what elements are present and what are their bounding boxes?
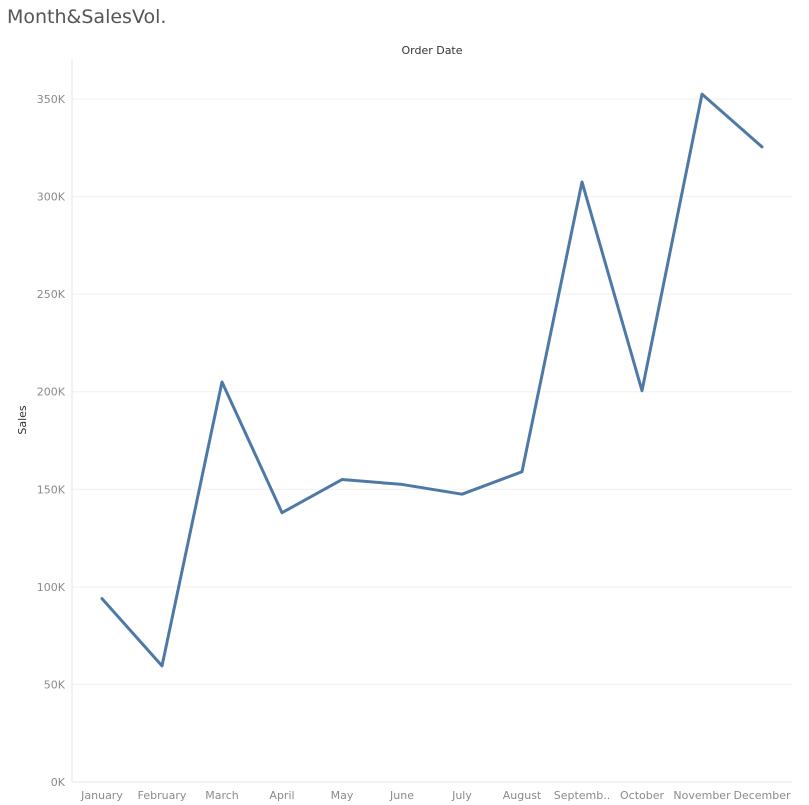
y-tick-labels: 0K 50K 100K 150K 200K 250K 300K 350K <box>37 93 66 789</box>
data-point[interactable] <box>576 176 588 188</box>
x-tick-label: August <box>503 789 542 802</box>
data-point[interactable] <box>96 593 108 605</box>
x-tick-labels: January February March April May June July Augu… <box>80 789 791 802</box>
y-tick-label: 300K <box>37 191 66 204</box>
x-tick-label: April <box>269 789 294 802</box>
data-point[interactable] <box>396 478 408 490</box>
x-tick-label: Septemb.. <box>554 789 611 802</box>
y-tick-label: 0K <box>51 776 66 789</box>
data-point[interactable] <box>696 88 708 100</box>
data-point[interactable] <box>756 141 768 153</box>
x-tick-label: May <box>331 789 354 802</box>
x-tick-label: March <box>205 789 239 802</box>
series-line-sales[interactable] <box>100 92 764 668</box>
y-tick-label: 350K <box>37 93 66 106</box>
data-point[interactable] <box>456 488 468 500</box>
series-layer <box>96 88 768 672</box>
x-tick-label: October <box>620 789 664 802</box>
y-tick-label: 100K <box>37 581 66 594</box>
data-point[interactable] <box>216 376 228 388</box>
data-point[interactable] <box>516 466 528 478</box>
x-tick-label: February <box>138 789 187 802</box>
column-header-order-date: Order Date <box>401 44 462 57</box>
data-point[interactable] <box>276 507 288 519</box>
x-tick-label: December <box>733 789 791 802</box>
y-tick-label: 50K <box>44 678 66 691</box>
x-tick-label: November <box>673 789 731 802</box>
y-tick-label: 250K <box>37 288 66 301</box>
data-point[interactable] <box>156 660 168 672</box>
data-point[interactable] <box>336 474 348 486</box>
x-tick-label: June <box>389 789 414 802</box>
data-point[interactable] <box>636 385 648 397</box>
chart-title: Month&SalesVol. <box>7 6 167 28</box>
x-tick-label: January <box>80 789 123 802</box>
y-axis-title: Sales <box>16 405 29 435</box>
y-tick-label: 150K <box>37 483 66 496</box>
x-tick-label: July <box>451 789 472 802</box>
y-tick-label: 200K <box>37 386 66 399</box>
